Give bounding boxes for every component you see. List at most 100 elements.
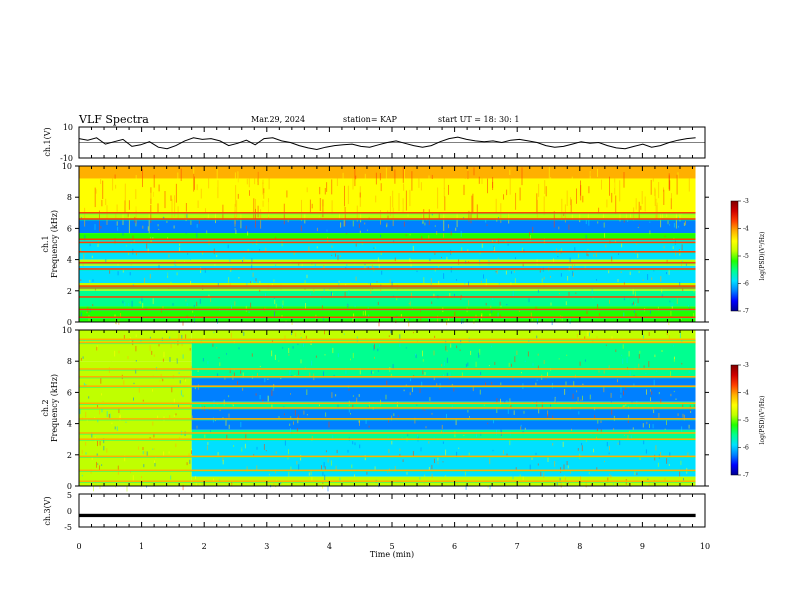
spec-noise-streak xyxy=(642,279,644,281)
spec-noise-streak xyxy=(643,365,645,368)
spec-noise-streak xyxy=(441,424,443,430)
spec-noise-streak xyxy=(627,435,629,439)
spec-noise-streak xyxy=(158,264,160,269)
spec-noise-streak xyxy=(188,453,190,458)
spec-noise-streak xyxy=(615,349,617,353)
spec-noise-streak xyxy=(658,182,660,199)
spec-noise-streak xyxy=(570,199,572,214)
spec-noise-streak xyxy=(333,222,335,228)
spec-noise-streak xyxy=(676,174,678,195)
spec-noise-streak xyxy=(648,332,650,336)
spec-noise-streak xyxy=(405,243,406,248)
spec-noise-streak xyxy=(623,219,625,223)
spec-noise-streak xyxy=(485,302,487,306)
spec-noise-streak xyxy=(243,331,245,336)
spec-noise-streak xyxy=(208,174,210,189)
spec-noise-streak xyxy=(617,279,619,282)
spec-noise-streak xyxy=(191,365,193,369)
spec-noise-streak xyxy=(262,182,264,195)
spec-noise-streak xyxy=(99,409,101,415)
spec-noise-streak xyxy=(417,452,419,455)
spec-noise-streak xyxy=(286,190,288,198)
spec-noise-streak xyxy=(207,199,209,219)
spec-noise-streak xyxy=(380,210,381,225)
spec-noise-streak xyxy=(543,276,545,280)
spec-noise-streak xyxy=(284,335,286,342)
spec-noise-streak xyxy=(443,361,445,366)
spec-noise-streak xyxy=(198,218,200,224)
spec-band-a-1 xyxy=(191,342,696,377)
spec-noise-streak xyxy=(594,415,596,419)
spec-noise-streak xyxy=(391,281,393,288)
spec-band-b-0 xyxy=(79,330,192,362)
spec-noise-streak xyxy=(337,255,339,261)
spec-noise-streak xyxy=(262,200,264,207)
spec-noise-streak xyxy=(141,296,143,302)
spec-ytick-label: 0 xyxy=(67,318,72,327)
spec-noise-streak xyxy=(597,304,599,310)
spec-noise-streak xyxy=(183,448,185,450)
spec-noise-streak xyxy=(359,420,360,426)
spec-noise-streak xyxy=(275,236,277,240)
spec-noise-streak xyxy=(352,395,354,397)
spec-noise-streak xyxy=(510,282,512,286)
spec-noise-streak xyxy=(506,304,508,306)
spec-noise-streak xyxy=(99,441,101,446)
spec-noise-streak xyxy=(216,255,218,258)
spec-noise-streak xyxy=(152,298,154,305)
spec-noise-streak xyxy=(621,354,623,356)
spec-noise-streak xyxy=(138,301,140,304)
spec-noise-streak xyxy=(588,269,590,273)
spec-noise-streak xyxy=(508,362,510,367)
spec-noise-streak xyxy=(288,471,290,477)
spec-noise-streak xyxy=(362,311,364,316)
spec-noise-streak xyxy=(620,394,622,398)
spec-noise-streak xyxy=(415,353,416,356)
spec-noise-streak xyxy=(173,414,175,417)
spec-noise-streak xyxy=(388,335,390,338)
spec-noise-streak xyxy=(683,222,685,227)
spec-noise-streak xyxy=(117,465,119,470)
spec-noise-streak xyxy=(290,180,292,199)
spec-noise-streak xyxy=(547,413,549,418)
spec-noise-streak xyxy=(512,457,514,459)
spec-noise-streak xyxy=(403,221,405,227)
spec-noise-streak xyxy=(166,220,168,223)
spec-noise-streak xyxy=(400,418,402,423)
spec-noise-streak xyxy=(642,334,644,339)
spec-noise-streak xyxy=(105,198,107,206)
spec-noise-streak xyxy=(585,219,587,225)
spec-noise-streak xyxy=(414,417,416,424)
spec-noise-streak xyxy=(434,458,435,464)
spec-noise-streak xyxy=(321,465,322,470)
spec-noise-streak xyxy=(430,278,432,285)
spec-noise-streak xyxy=(417,339,419,344)
spec-noise-streak xyxy=(625,213,627,219)
spec-noise-streak xyxy=(591,183,593,201)
spec-noise-streak xyxy=(152,421,154,426)
spec-noise-streak xyxy=(331,291,332,296)
spec-noise-streak xyxy=(185,275,187,277)
ch3-ytick-top: 5 xyxy=(67,491,72,500)
spec-noise-streak xyxy=(669,300,671,303)
spec-noise-streak xyxy=(693,404,695,407)
spec-noise-streak xyxy=(197,200,199,209)
spec-noise-streak xyxy=(661,350,663,353)
spec-noise-streak xyxy=(94,224,96,230)
spec-noise-streak xyxy=(311,476,313,481)
spec-noise-streak xyxy=(531,317,533,321)
spec-noise-streak xyxy=(367,307,369,309)
spec-noise-streak xyxy=(668,463,670,466)
spec-noise-streak xyxy=(382,219,384,224)
ch2-colorbar: -3-4-5-6-7 log(PSD)(V²/Hz) xyxy=(730,362,766,479)
spec-noise-streak xyxy=(670,302,672,308)
spec-line-halo-0 xyxy=(79,482,696,483)
spec-noise-streak xyxy=(377,179,379,184)
spec-noise-streak xyxy=(509,398,511,402)
spec-noise-streak xyxy=(259,280,261,283)
spec-noise-streak xyxy=(186,213,188,219)
spec-noise-streak xyxy=(213,331,215,334)
spec-line-halo-4 xyxy=(79,433,696,435)
spec-noise-streak xyxy=(463,184,465,196)
spec-noise-streak xyxy=(314,187,316,192)
